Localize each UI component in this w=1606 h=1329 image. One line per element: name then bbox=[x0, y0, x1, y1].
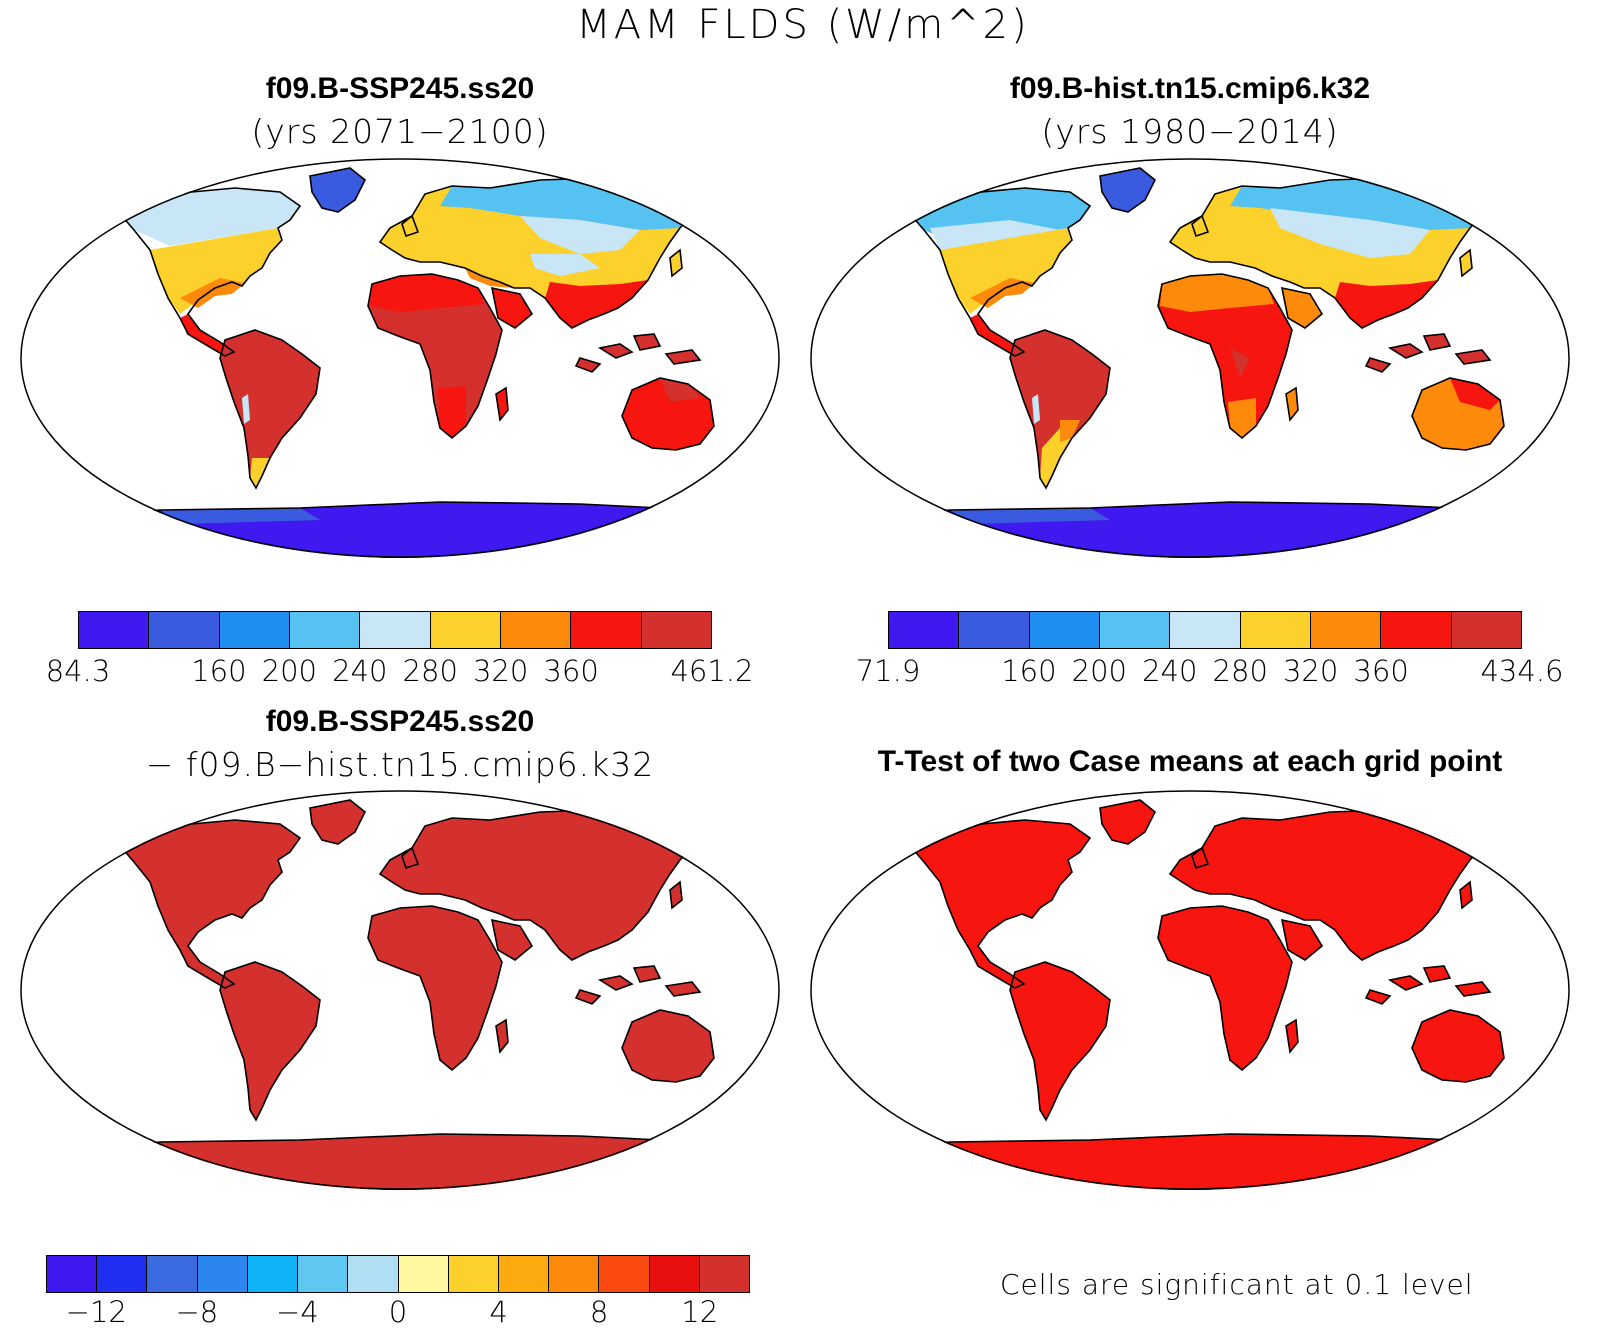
colorbar-hist-tick-label: 434.6 bbox=[1480, 654, 1564, 688]
panel-title-diff: f09.B-SSP245.ss20 bbox=[265, 705, 535, 738]
colorbar-hist-tick-label: 320 bbox=[1282, 654, 1339, 688]
colorbar-diff-swatch bbox=[348, 1256, 399, 1292]
colorbar-ssp-tick-label: 240 bbox=[332, 654, 388, 688]
significance-note: Cells are significant at 0.1 level bbox=[1000, 1268, 1474, 1301]
panel-subtitle-diff: − f09.B−hist.tn15.cmip6.k32 bbox=[145, 745, 655, 784]
colorbar-ssp-tick-label: 160 bbox=[191, 654, 247, 688]
panel-subtitle-ssp: (yrs 2071−2100) bbox=[251, 112, 549, 151]
colorbar-hist-tick-label: 71.9 bbox=[855, 654, 921, 688]
colorbar-diff-swatch bbox=[699, 1256, 750, 1292]
colorbar-diff-swatch bbox=[47, 1256, 98, 1292]
colorbar-hist-tick-label: 240 bbox=[1142, 654, 1198, 688]
colorbar-hist-tick-label: 280 bbox=[1212, 654, 1268, 688]
colorbar-diff-tick-label: −4 bbox=[276, 1295, 319, 1329]
figure-title: MAM FLDS (W/m^2) bbox=[576, 2, 1030, 48]
colorbar-ssp-tick-label: 280 bbox=[402, 654, 458, 688]
colorbar-diff-tick-label: 0 bbox=[388, 1295, 408, 1329]
colorbar-ssp-swatch bbox=[430, 612, 501, 648]
colorbar-diff-swatch bbox=[398, 1256, 449, 1292]
colorbar-hist-swatch bbox=[1099, 612, 1171, 648]
colorbar-diff bbox=[46, 1255, 750, 1293]
colorbar-hist-swatch bbox=[1029, 612, 1100, 648]
colorbar-diff-swatch bbox=[97, 1256, 148, 1292]
colorbar-ssp-tick-label: 360 bbox=[543, 654, 599, 688]
colorbar-hist-swatch bbox=[889, 612, 960, 648]
colorbar-ssp-swatch bbox=[571, 612, 642, 648]
colorbar-hist-swatch bbox=[1170, 612, 1241, 648]
panel-subtitle-hist: (yrs 1980−2014) bbox=[1041, 112, 1339, 151]
colorbar-hist-swatch bbox=[1310, 612, 1382, 648]
colorbar-hist-swatch bbox=[1381, 612, 1452, 648]
colorbar-diff-tick-label: 8 bbox=[589, 1295, 609, 1329]
colorbar-ssp-swatch bbox=[79, 612, 150, 648]
colorbar-diff-swatch bbox=[599, 1256, 650, 1292]
colorbar-diff-swatch bbox=[498, 1256, 550, 1292]
colorbar-ssp-swatch bbox=[360, 612, 431, 648]
colorbar-hist-swatch bbox=[959, 612, 1030, 648]
panel-title-ttest: T-Test of two Case means at each grid po… bbox=[877, 745, 1503, 778]
colorbar-ssp-tick-label: 84.3 bbox=[45, 654, 111, 688]
panel-title-ssp: f09.B-SSP245.ss20 bbox=[265, 72, 535, 105]
colorbar-hist-tick-label: 360 bbox=[1353, 654, 1409, 688]
panel-title-hist: f09.B-hist.tn15.cmip6.k32 bbox=[1009, 72, 1371, 105]
colorbar-diff-swatch bbox=[147, 1256, 198, 1292]
colorbar-hist-labels: 71.9 160 200 240 280 320 360 434.6 bbox=[856, 654, 1564, 688]
colorbar-ssp-swatch bbox=[289, 612, 361, 648]
colorbar-hist-swatch bbox=[1451, 612, 1521, 648]
colorbar-ssp-swatch bbox=[500, 612, 572, 648]
colorbar-ssp-labels: 84.3 160 200 240 280 320 360 461.2 bbox=[46, 654, 754, 688]
colorbar-diff-tick-label: −8 bbox=[175, 1295, 219, 1329]
colorbar-diff-swatch bbox=[247, 1256, 299, 1292]
map-diff bbox=[20, 790, 780, 1190]
colorbar-ssp-tick-label: 320 bbox=[472, 654, 529, 688]
colorbar-hist-swatch bbox=[1240, 612, 1311, 648]
map-ttest bbox=[810, 790, 1570, 1190]
colorbar-diff-swatch bbox=[649, 1256, 700, 1292]
colorbar-diff-swatch bbox=[549, 1256, 600, 1292]
colorbar-diff-swatch bbox=[448, 1256, 499, 1292]
map-ssp bbox=[20, 158, 780, 558]
colorbar-ssp-swatch bbox=[641, 612, 711, 648]
colorbar-hist-tick-label: 160 bbox=[1001, 654, 1057, 688]
colorbar-ssp-tick-label: 461.2 bbox=[670, 654, 754, 688]
colorbar-hist bbox=[888, 611, 1522, 649]
colorbar-diff-tick-label: 4 bbox=[489, 1295, 508, 1329]
colorbar-ssp-swatch bbox=[219, 612, 290, 648]
colorbar-hist-tick-label: 200 bbox=[1071, 654, 1128, 688]
colorbar-ssp-swatch bbox=[149, 612, 220, 648]
colorbar-diff-tick-label: 12 bbox=[681, 1295, 719, 1329]
colorbar-ssp-tick-label: 200 bbox=[261, 654, 318, 688]
colorbar-diff-tick-label: −12 bbox=[65, 1295, 127, 1329]
colorbar-diff-labels: −12 −8 −4 0 4 8 12 bbox=[46, 1295, 750, 1329]
colorbar-diff-swatch bbox=[197, 1256, 248, 1292]
colorbar-diff-swatch bbox=[298, 1256, 349, 1292]
map-hist bbox=[810, 158, 1570, 558]
colorbar-ssp bbox=[78, 611, 712, 649]
